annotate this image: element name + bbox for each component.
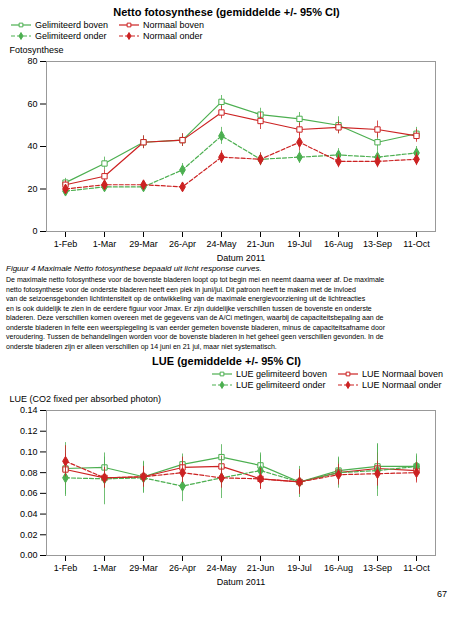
- svg-text:11-Oct: 11-Oct: [403, 563, 430, 573]
- svg-text:Datum 2011: Datum 2011: [217, 577, 265, 587]
- svg-text:60: 60: [27, 99, 37, 109]
- html-text:Normaal onder: Normaal onder: [143, 31, 203, 41]
- html-text:Normaal boven: Normaal boven: [143, 20, 205, 30]
- html-text:onderste bladeren zijn er alle: onderste bladeren zijn er alleen verschi…: [6, 342, 277, 350]
- html-text:LUE Normaal boven: LUE Normaal boven: [362, 369, 443, 379]
- svg-text:20: 20: [27, 184, 37, 194]
- svg-text:0.08: 0.08: [20, 468, 38, 478]
- svg-text:11-Oct: 11-Oct: [403, 239, 430, 249]
- svg-text:1-Feb: 1-Feb: [54, 239, 78, 249]
- svg-text:16-Aug: 16-Aug: [324, 563, 353, 573]
- svg-text:19-Jul: 19-Jul: [287, 563, 312, 573]
- html-text:Gelimiteerd onder: Gelimiteerd onder: [35, 31, 107, 41]
- html-text:veroudering. Tussen de behande: veroudering. Tussen de behandelingen wor…: [6, 333, 384, 340]
- html-text:netto fotosynthese voor de ond: netto fotosynthese voor de onderste blad…: [6, 285, 356, 293]
- html-text:LUE gelimiteerd onder: LUE gelimiteerd onder: [235, 380, 326, 390]
- svg-text:1-Feb: 1-Feb: [54, 563, 78, 573]
- html-text:LUE Normaal onder: LUE Normaal onder: [362, 380, 442, 390]
- html-text:LUE (gemiddelde +/- 95% CI): LUE (gemiddelde +/- 95% CI): [152, 355, 301, 367]
- html-text:Gelimiteerd boven: Gelimiteerd boven: [35, 20, 108, 30]
- svg-text:1-Mar: 1-Mar: [93, 563, 117, 573]
- svg-text:0.02: 0.02: [20, 530, 38, 540]
- svg-text:26-Apr: 26-Apr: [169, 563, 196, 573]
- svg-text:0.14: 0.14: [20, 405, 38, 415]
- svg-text:Datum 2011: Datum 2011: [217, 253, 265, 263]
- svg-text:21-Jun: 21-Jun: [247, 239, 275, 249]
- html-text:De maximale netto fotosynthese: De maximale netto fotosynthese voor de b…: [6, 276, 385, 283]
- html-text:Figuur 4 Maximale Netto fotosy: Figuur 4 Maximale Netto fotosynthese bep…: [6, 264, 262, 273]
- html-text:bladeren. Deze verschillen kom: bladeren. Deze verschillen komen overeen…: [6, 314, 384, 321]
- svg-text:40: 40: [27, 141, 37, 151]
- svg-text:26-Apr: 26-Apr: [169, 239, 196, 249]
- html-text:Netto fotosynthese (gemiddelde: Netto fotosynthese (gemiddelde +/- 95% C…: [113, 6, 340, 18]
- html-text:onderste bladeren in feite een: onderste bladeren in feite een weerspieg…: [6, 323, 385, 331]
- svg-text:Fotosynthese: Fotosynthese: [10, 45, 64, 55]
- svg-text:0: 0: [32, 226, 37, 236]
- html-text:LUE gelimiteerd boven: LUE gelimiteerd boven: [235, 369, 327, 379]
- svg-text:24-May: 24-May: [206, 239, 237, 249]
- svg-text:16-Aug: 16-Aug: [324, 239, 353, 249]
- svg-text:0.06: 0.06: [20, 488, 38, 498]
- html-text:van de seizoensgebonden lichti: van de seizoensgebonden lichtintensiteit…: [6, 295, 366, 302]
- svg-text:0.10: 0.10: [20, 447, 38, 457]
- svg-text:13-Sep: 13-Sep: [363, 563, 392, 573]
- svg-text:29-Mar: 29-Mar: [129, 239, 158, 249]
- svg-text:1-Mar: 1-Mar: [93, 239, 117, 249]
- svg-text:29-Mar: 29-Mar: [129, 563, 158, 573]
- html-text:en is ook duidelijk te zien in: en is ook duidelijk te zien in de eerder…: [6, 304, 372, 312]
- svg-text:21-Jun: 21-Jun: [247, 563, 275, 573]
- html-text:67: 67: [437, 589, 447, 599]
- svg-text:24-May: 24-May: [206, 563, 237, 573]
- svg-text:0.04: 0.04: [20, 509, 38, 519]
- svg-text:19-Jul: 19-Jul: [287, 239, 312, 249]
- svg-text:0.12: 0.12: [20, 426, 38, 436]
- svg-text:0.00: 0.00: [20, 550, 38, 560]
- svg-text:LUE (CO2 fixed per absorbed ph: LUE (CO2 fixed per absorbed photon): [10, 394, 162, 404]
- svg-text:13-Sep: 13-Sep: [363, 239, 392, 249]
- svg-text:80: 80: [27, 56, 37, 66]
